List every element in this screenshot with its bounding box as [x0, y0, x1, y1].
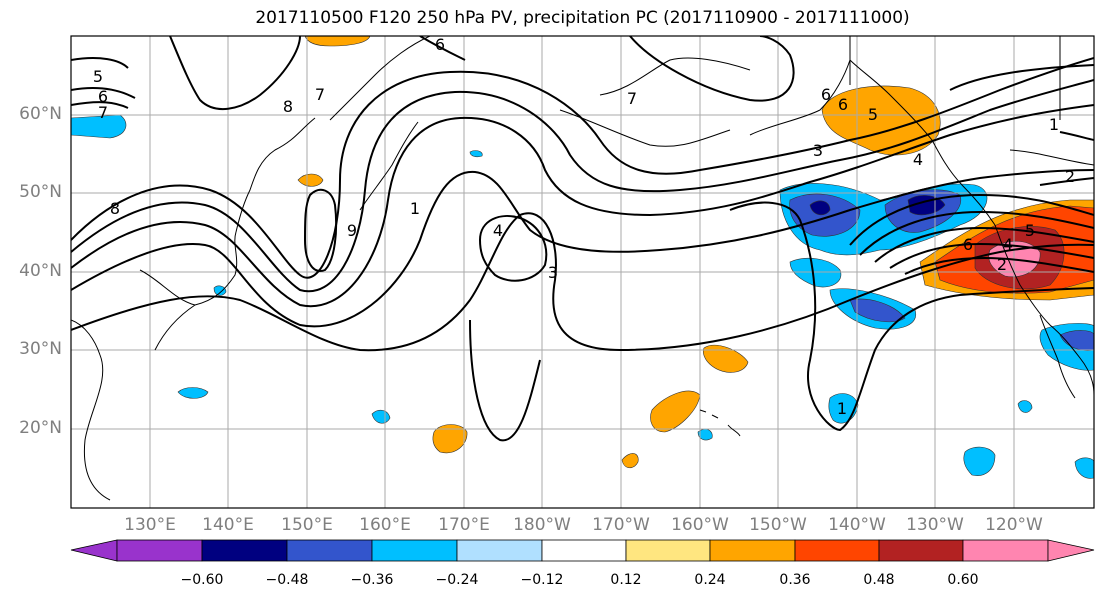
contour-label: 3: [813, 141, 823, 160]
colorbar-extend-low: [70, 539, 118, 562]
colorbar-bin: [625, 539, 711, 562]
lat-label: 60°N: [19, 104, 62, 124]
contour-label: 3: [548, 263, 558, 282]
contour-label: 1: [837, 399, 847, 418]
contour-label: 2: [1065, 167, 1075, 186]
colorbar-bin: [794, 539, 880, 562]
contour-label: 7: [98, 103, 108, 122]
colorbar-tick-label: 0.24: [694, 572, 726, 588]
lat-label: 50°N: [19, 182, 62, 202]
colorbar-bin: [201, 539, 288, 562]
lon-label: 130°E: [124, 515, 176, 535]
colorbar-tick-label: −0.60: [180, 572, 224, 588]
lon-label: 160°E: [359, 515, 411, 535]
contour-label: 6: [821, 85, 831, 104]
contour-label: 6: [838, 95, 848, 114]
colorbar-tick-label: −0.48: [265, 572, 309, 588]
contour-label: 1: [1049, 115, 1059, 134]
lon-label: 170°W: [592, 515, 650, 535]
colorbar-bin: [541, 539, 627, 562]
pv-contours: [71, 36, 1094, 442]
contour-label: 6: [963, 235, 973, 254]
colorbar-tick-label: 0.36: [779, 572, 811, 588]
contour-label: 8: [283, 97, 293, 116]
lon-label: 120°W: [985, 515, 1043, 535]
lon-label: 140°E: [202, 515, 254, 535]
colorbar-bin: [116, 539, 203, 562]
colorbar-tick-label: 0.48: [863, 572, 895, 588]
lon-label: 150°E: [281, 515, 333, 535]
contour-label: 9: [347, 221, 357, 240]
lon-label: 160°W: [671, 515, 729, 535]
contour-label: 7: [627, 89, 637, 108]
lon-label: 180°W: [513, 515, 571, 535]
contour-label: 5: [93, 67, 103, 86]
colorbar-bin: [371, 539, 458, 562]
figure-title: 2017110500 F120 250 hPa PV, precipitatio…: [255, 8, 910, 28]
lon-label: 170°E: [438, 515, 490, 535]
colorbar-extend-high: [1047, 539, 1095, 562]
contour-label: 2: [997, 255, 1007, 274]
contour-label: 7: [315, 85, 325, 104]
lon-label: 150°W: [749, 515, 807, 535]
lat-label: 30°N: [19, 339, 62, 359]
colorbar-tick-label: 0.60: [947, 572, 979, 588]
colorbar-tick-label: 0.12: [610, 572, 642, 588]
lat-label: 40°N: [19, 261, 62, 281]
colorbar-bin: [286, 539, 373, 562]
colorbar-tick-label: −0.24: [435, 572, 479, 588]
map-frame: [70, 35, 1095, 509]
colorbar-bin: [456, 539, 543, 562]
coastlines: [71, 36, 1094, 501]
contour-label: 4: [493, 221, 503, 240]
contour-label: 6: [98, 87, 108, 106]
contour-label: 1: [410, 199, 420, 218]
contour-label: 8: [110, 199, 120, 218]
lat-label: 20°N: [19, 418, 62, 438]
colorbar-tick-label: −0.12: [520, 572, 564, 588]
colorbar-tick-label: −0.36: [350, 572, 394, 588]
colorbar-bin: [878, 539, 964, 562]
colorbar: [70, 539, 1095, 562]
contour-label: 4: [913, 150, 923, 169]
contour-label: 6: [435, 35, 445, 54]
contour-label: 5: [868, 105, 878, 124]
contour-label: 4: [1003, 235, 1013, 254]
contour-label: 5: [1025, 221, 1035, 240]
colorbar-bin: [962, 539, 1049, 562]
lon-label: 130°W: [906, 515, 964, 535]
colorbar-bin: [709, 539, 796, 562]
contour-labels: 5 6 7 8 6 8 7 9 1 4 3 6 7 6 5 3 4 1 2 6 …: [93, 35, 1075, 418]
lon-label: 140°W: [828, 515, 886, 535]
